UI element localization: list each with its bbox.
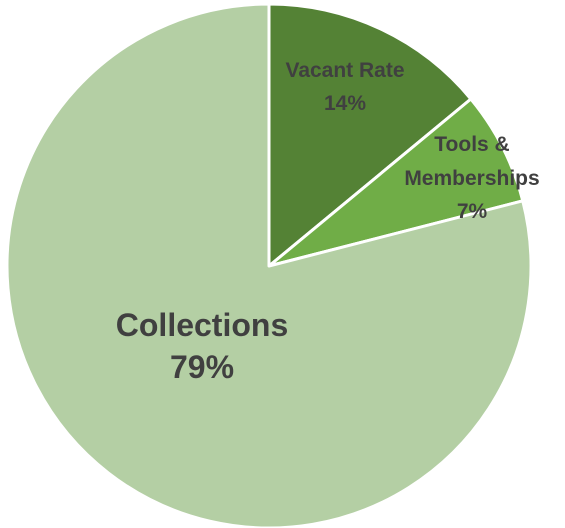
- pie-slices: [5, 2, 533, 528]
- pie-labels: Vacant Rate 14% Tools & Memberships 7% C…: [116, 59, 540, 385]
- slice-label-tools-memberships-line2: Memberships: [404, 167, 539, 190]
- slice-label-vacant-rate: Vacant Rate: [285, 59, 404, 82]
- slice-value-vacant-rate: 14%: [324, 92, 366, 115]
- slice-value-collections: 79%: [170, 349, 234, 385]
- pie-slice-tools-memberships: [267, 97, 525, 268]
- slice-label-collections: Collections: [116, 307, 288, 343]
- slice-name-vacant-rate: Vacant Rate: [285, 59, 404, 82]
- slice-label-tools-memberships: Tools &: [434, 133, 509, 156]
- slice-name-tools-line2: Memberships: [404, 167, 539, 190]
- slice-name-tools-line1: Tools &: [434, 133, 509, 156]
- slice-value-tools-memberships: 7%: [457, 200, 488, 223]
- pie-slice-collections: [5, 2, 533, 528]
- pie-slice-vacant-rate: [267, 2, 473, 268]
